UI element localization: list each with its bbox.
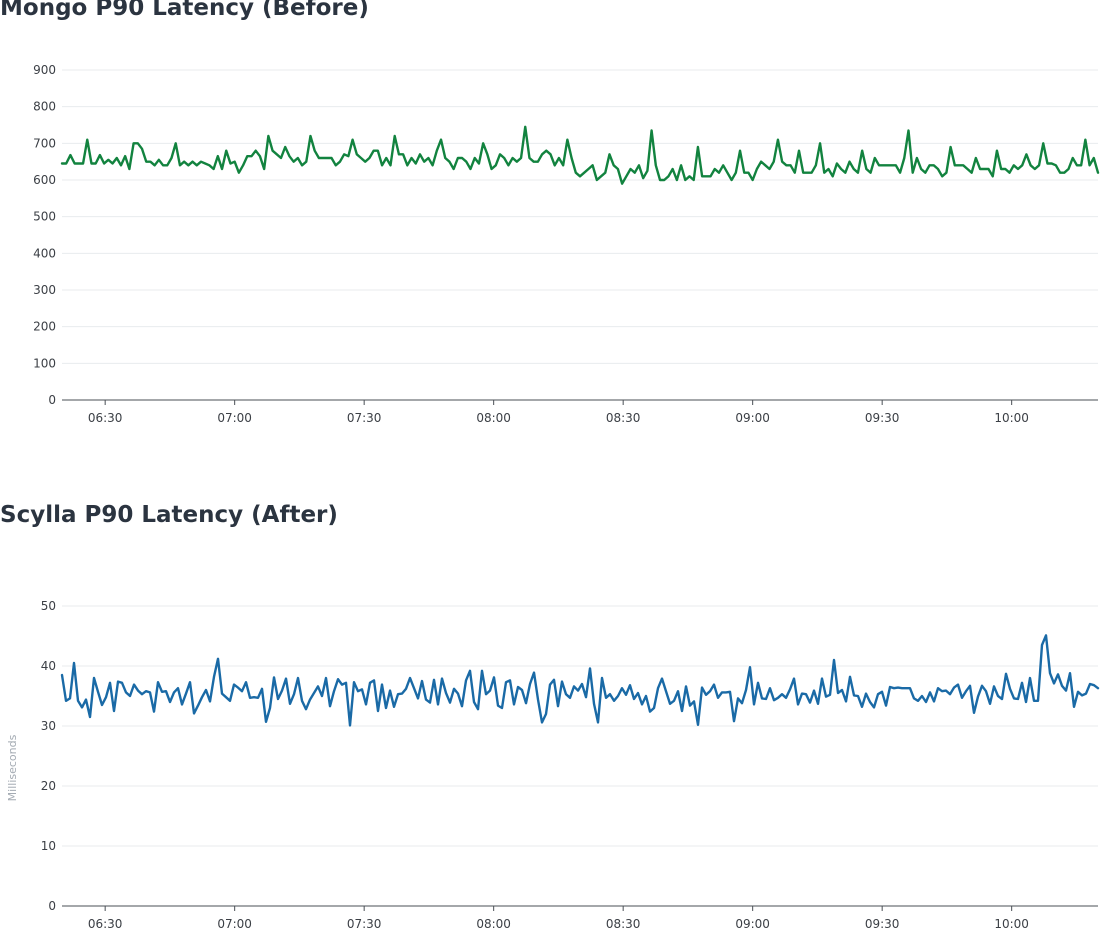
scylla-latency-chart: 0 10 20 30 40 50 06:30 07:00 07:30 08:00 08:30 09:0…	[6, 599, 1100, 928]
y-tick-label: 100	[33, 356, 56, 370]
y-tick-label: 50	[41, 599, 56, 613]
y-tick-label: 0	[48, 899, 56, 913]
series-line	[60, 125, 1100, 185]
x-tick-label: 09:00	[735, 917, 770, 928]
y-tick-label: 30	[41, 719, 56, 733]
x-tick-label: 06:30	[88, 917, 123, 928]
y-tick-label: 500	[33, 210, 56, 224]
y-tick-label: 10	[41, 839, 56, 853]
y-tick-label: 20	[41, 779, 56, 793]
x-tick-label: 10:00	[994, 917, 1029, 928]
y-axis-title: Milliseconds	[6, 734, 19, 801]
x-tick-label: 08:00	[476, 411, 511, 425]
y-tick-label: 400	[33, 246, 56, 260]
y-tick-label: 40	[41, 659, 56, 673]
x-tick-label: 07:00	[217, 917, 252, 928]
x-tick-label: 07:00	[217, 411, 252, 425]
y-tick-label: 900	[33, 63, 56, 77]
scylla-latency-panel: Scylla P90 Latency (After) 0 10 20 30 40 50 06…	[0, 500, 1100, 928]
mongo-latency-panel: Mongo P90 Latency (Before) 0 100 200 300 400…	[0, 0, 1100, 450]
y-tick-label: 800	[33, 100, 56, 114]
x-tick-label: 09:30	[865, 917, 900, 928]
x-tick-label: 10:00	[994, 411, 1029, 425]
x-tick-label: 09:30	[865, 411, 900, 425]
x-tick-label: 09:00	[735, 411, 770, 425]
chart-title: Scylla P90 Latency (After)	[0, 502, 338, 528]
mongo-latency-chart: 0 100 200 300 400 500 600 700 800 900 06:30 07:00 07…	[33, 63, 1100, 425]
x-tick-label: 08:30	[606, 411, 641, 425]
x-tick-label: 06:30	[88, 411, 123, 425]
y-tick-label: 600	[33, 173, 56, 187]
x-tick-label: 08:30	[606, 917, 641, 928]
y-tick-label: 700	[33, 136, 56, 150]
chart-title: Mongo P90 Latency (Before)	[0, 0, 369, 21]
series-line	[60, 634, 1100, 727]
x-tick-label: 08:00	[476, 917, 511, 928]
y-tick-label: 0	[48, 393, 56, 407]
x-tick-label: 07:30	[347, 917, 382, 928]
y-tick-label: 200	[33, 320, 56, 334]
x-tick-label: 07:30	[347, 411, 382, 425]
y-tick-label: 300	[33, 283, 56, 297]
